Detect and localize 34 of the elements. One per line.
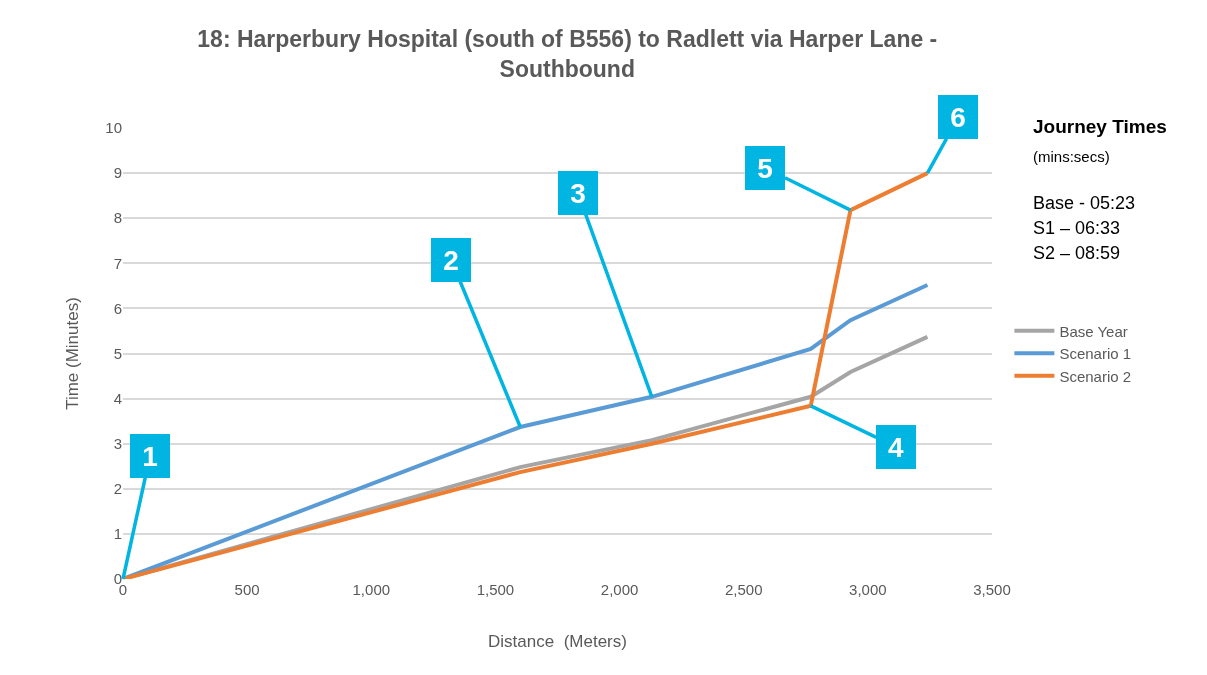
text: S1 – 06:33	[1033, 218, 1121, 238]
annotation: 3	[570, 177, 586, 209]
x-tick-label: 3,500	[973, 581, 1011, 598]
annotation: 6	[950, 101, 966, 133]
text: Journey Times	[1033, 116, 1167, 137]
annotation: 2	[443, 244, 459, 276]
y-tick-label: 5	[113, 344, 122, 362]
x-axis-title: Distance (Meters)	[488, 632, 627, 652]
y-tick-label: 6	[113, 299, 122, 317]
chart-title: 18: Harperbury Hospital (south of B556) to Radlett via Harper Lane - Southbound	[197, 26, 938, 83]
legend-label: Scenario 1	[1059, 345, 1132, 363]
text: Base - 05:23	[1033, 193, 1136, 213]
legend-label: Base Year	[1059, 322, 1128, 340]
legend-label: Scenario 2	[1059, 367, 1132, 385]
y-tick-label: 2	[113, 480, 122, 498]
annotation: 1	[142, 440, 158, 472]
x-tick-label: 1,000	[352, 581, 391, 598]
y-tick-label: 4	[113, 389, 122, 407]
x-tick-label: 500	[234, 581, 260, 598]
x-tick-label: 2,500	[724, 581, 763, 598]
y-tick-label: 8	[113, 209, 122, 227]
annotation: 4	[888, 431, 904, 463]
y-tick-label: 10	[105, 119, 122, 137]
y-tick-label: 3	[113, 434, 122, 452]
x-tick-label: 3,000	[849, 581, 887, 598]
text: (mins:secs)	[1033, 148, 1110, 165]
y-tick-label: 9	[113, 164, 122, 182]
x-tick-label: 1,500	[476, 581, 515, 598]
x-tick-label: 2,000	[600, 581, 639, 598]
y-tick-label: 1	[113, 525, 122, 543]
annotation: 5	[757, 152, 773, 184]
y-axis-title: Time (Minutes)	[62, 297, 82, 410]
text: S2 – 08:59	[1033, 243, 1121, 263]
y-tick-label: 7	[113, 254, 122, 272]
